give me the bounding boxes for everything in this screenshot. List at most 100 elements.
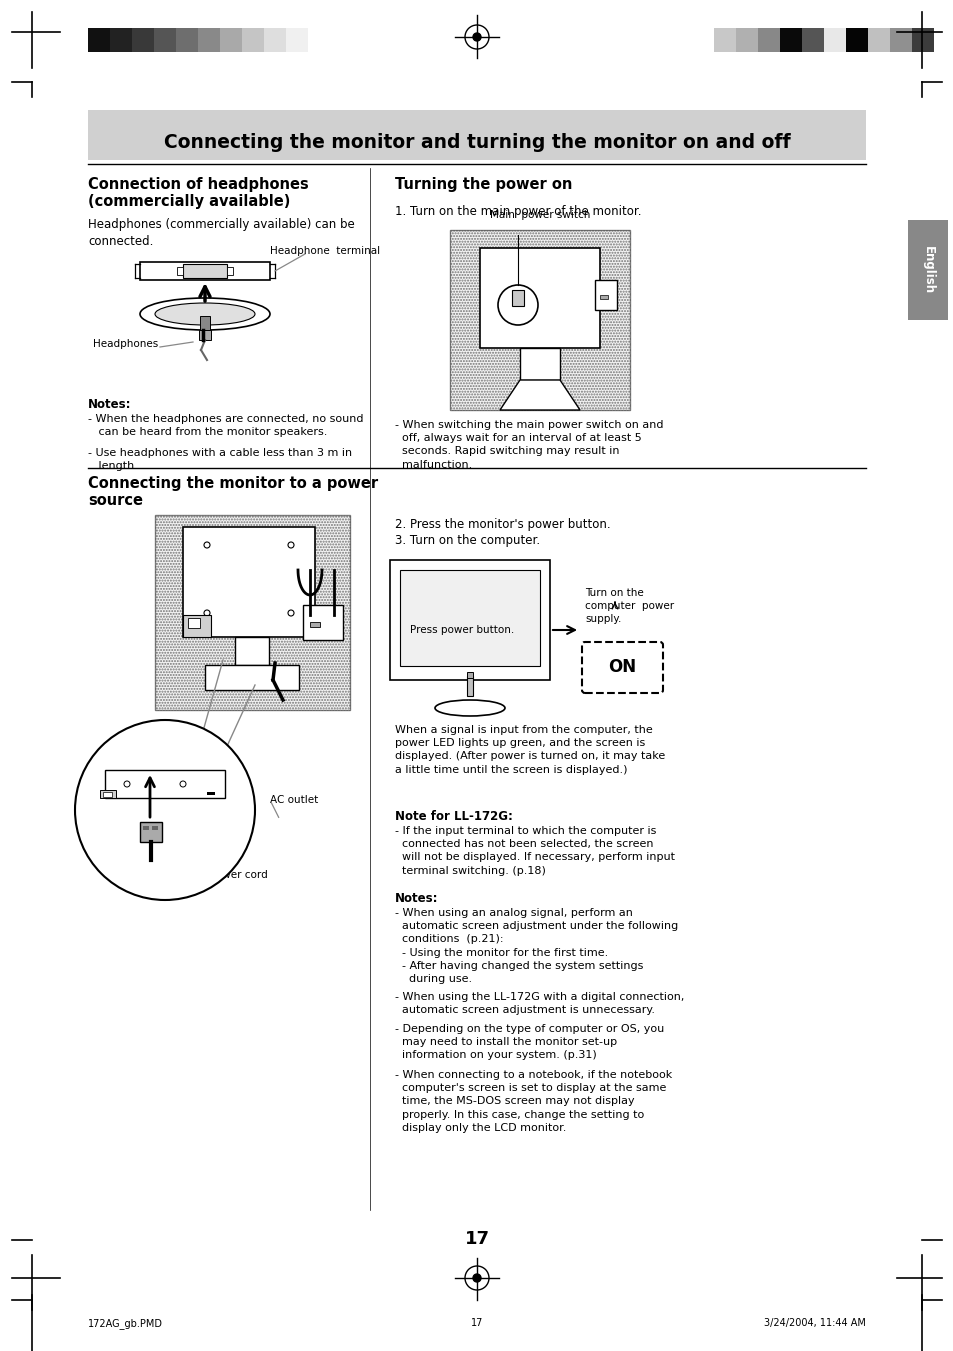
Bar [512,290,523,305]
Bar [467,671,473,678]
Bar [889,28,911,51]
Bar [153,28,175,51]
Text: Turn on the
computer  power
supply.: Turn on the computer power supply. [584,588,674,624]
Bar [390,561,550,680]
Bar [310,621,319,627]
Bar [152,825,158,830]
Text: - When connecting to a notebook, if the notebook
  computer's screen is set to d: - When connecting to a notebook, if the … [395,1070,672,1132]
Text: Headphones (commercially available) can be
connected.: Headphones (commercially available) can … [88,218,355,249]
Text: 17: 17 [464,1229,489,1248]
Bar [264,28,286,51]
Bar [103,792,112,797]
Ellipse shape [435,700,504,716]
Bar [143,825,149,830]
Circle shape [473,1274,480,1282]
Circle shape [124,781,130,788]
Text: Note for LL-172G:: Note for LL-172G: [395,811,513,823]
Bar [450,230,629,409]
Text: Notes:: Notes: [395,892,438,905]
Text: - Use headphones with a cable less than 3 m in
   length.: - Use headphones with a cable less than … [88,449,352,471]
Bar [88,109,865,159]
Bar [823,28,845,51]
Text: Notes:: Notes: [88,399,132,411]
Bar [801,28,823,51]
Bar [205,665,298,690]
Bar [183,615,211,638]
Bar [183,527,314,638]
Ellipse shape [154,303,254,326]
Text: ON: ON [607,658,636,676]
Bar [479,249,599,349]
Bar [399,570,539,666]
Bar [207,792,214,794]
Bar [188,617,200,628]
Text: 172AG_gb.PMD: 172AG_gb.PMD [88,1319,163,1329]
Text: - If the input terminal to which the computer is
  connected has not been select: - If the input terminal to which the com… [395,825,675,875]
Bar [303,605,343,640]
Polygon shape [499,380,579,409]
Text: - Depending on the type of computer or OS, you
  may need to install the monitor: - Depending on the type of computer or O… [395,1024,663,1061]
Text: Main  power switch: Main power switch [490,209,590,220]
Text: 17: 17 [471,1319,482,1328]
Bar [175,28,198,51]
Bar [519,349,559,380]
Bar [132,28,153,51]
FancyBboxPatch shape [581,642,662,693]
Bar [845,28,867,51]
Text: Press power button.: Press power button. [410,626,514,635]
Text: Connecting the monitor to a power
source: Connecting the monitor to a power source [88,476,377,508]
Text: - When using an analog signal, perform an
  automatic screen adjustment under th: - When using an analog signal, perform a… [395,908,678,984]
Bar [227,267,233,276]
Bar [599,295,607,299]
Circle shape [204,611,210,616]
Text: Power cord: Power cord [210,870,268,880]
Circle shape [180,781,186,788]
Text: When a signal is input from the computer, the
power LED lights up green, and the: When a signal is input from the computer… [395,725,664,774]
Bar [88,28,110,51]
Text: 2. Press the monitor's power button.: 2. Press the monitor's power button. [395,517,610,531]
Bar [140,821,162,842]
Text: English: English [921,246,934,295]
Text: Turning the power on: Turning the power on [395,177,572,192]
Bar [177,267,183,276]
Circle shape [288,611,294,616]
Circle shape [75,720,254,900]
Text: - When switching the main power switch on and
  off, always wait for an interval: - When switching the main power switch o… [395,420,662,470]
Text: Connecting the monitor and turning the monitor on and off: Connecting the monitor and turning the m… [164,132,789,151]
Bar [183,263,227,278]
Bar [467,676,473,696]
Text: Headphones: Headphones [92,339,158,349]
Bar [234,638,269,665]
Text: Headphone  terminal: Headphone terminal [270,246,379,255]
Bar [198,28,220,51]
Bar [220,28,242,51]
Bar [713,28,735,51]
Ellipse shape [140,299,270,330]
Text: Power terminal: Power terminal [88,794,167,805]
Bar [735,28,758,51]
Bar [105,770,225,798]
Text: 3. Turn on the computer.: 3. Turn on the computer. [395,534,539,547]
Bar [867,28,889,51]
Bar [100,790,116,798]
Bar [595,280,617,309]
Bar [242,28,264,51]
Text: 1. Turn on the main power of the monitor.: 1. Turn on the main power of the monitor… [395,205,640,218]
Text: Connection of headphones
(commercially available): Connection of headphones (commercially a… [88,177,309,209]
Bar [758,28,780,51]
Bar [200,316,210,330]
Circle shape [204,542,210,549]
Bar [907,220,947,320]
Bar [110,28,132,51]
Bar [286,28,308,51]
Text: AC outlet: AC outlet [270,794,318,805]
Bar [140,262,270,280]
Bar [154,515,350,711]
Text: - When the headphones are connected, no sound
   can be heard from the monitor s: - When the headphones are connected, no … [88,413,363,438]
Text: 3/24/2004, 11:44 AM: 3/24/2004, 11:44 AM [763,1319,865,1328]
Circle shape [497,285,537,326]
Circle shape [473,32,480,41]
Bar [911,28,933,51]
Circle shape [288,542,294,549]
Bar [199,330,211,340]
